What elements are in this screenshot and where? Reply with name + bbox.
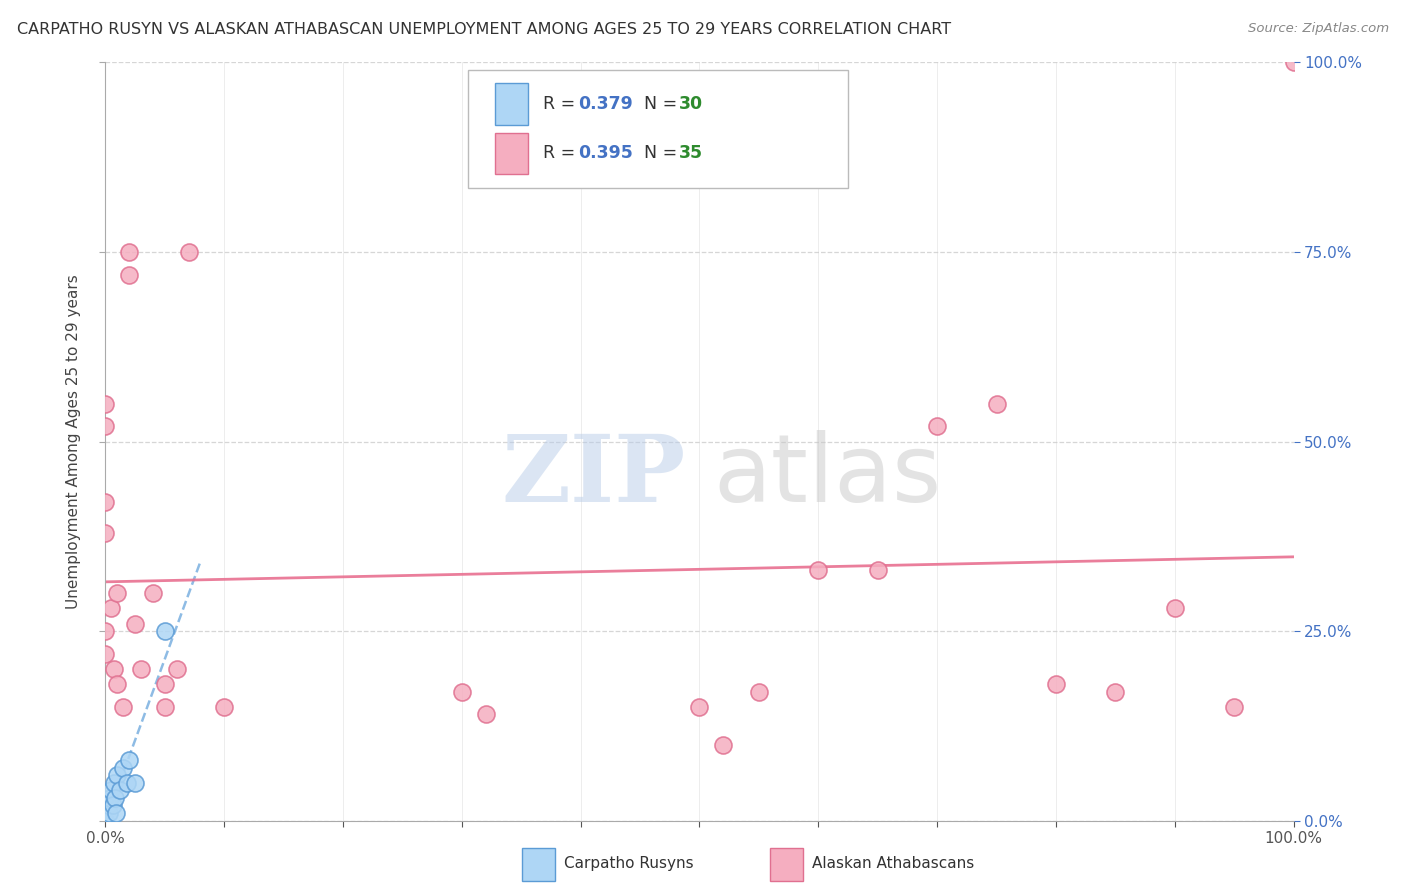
Point [124, 616, 146, 631]
Point [124, 776, 146, 790]
Point [94, 814, 117, 828]
Text: 30: 30 [679, 95, 703, 113]
Point [94, 814, 117, 828]
Point [94, 624, 117, 639]
Point [100, 783, 122, 797]
Point [105, 586, 128, 600]
Point [711, 738, 734, 752]
Text: N =: N = [644, 95, 682, 113]
Point [94, 814, 117, 828]
Point [153, 699, 176, 714]
Point [94, 419, 117, 434]
Point [1104, 685, 1126, 699]
Text: Carpatho Rusyns: Carpatho Rusyns [564, 856, 693, 871]
FancyBboxPatch shape [495, 83, 529, 125]
Text: Source: ZipAtlas.com: Source: ZipAtlas.com [1249, 22, 1389, 36]
Point [105, 677, 128, 691]
Text: 0.379: 0.379 [578, 95, 633, 113]
Point [98, 791, 121, 805]
Point [450, 685, 472, 699]
Point [1164, 601, 1187, 615]
Point [98, 806, 121, 821]
Point [94, 814, 117, 828]
Point [94, 814, 117, 828]
Text: atlas: atlas [714, 430, 942, 522]
Point [94, 814, 117, 828]
Point [94, 814, 117, 828]
Point [94, 495, 117, 509]
Point [1282, 55, 1305, 70]
Text: N =: N = [644, 145, 682, 162]
Point [153, 624, 176, 639]
Point [94, 814, 117, 828]
Text: 35: 35 [679, 145, 703, 162]
Point [118, 268, 141, 282]
Point [925, 419, 948, 434]
Point [101, 798, 124, 813]
Point [94, 814, 117, 828]
Point [103, 776, 125, 790]
Point [689, 699, 711, 714]
Y-axis label: Unemployment Among Ages 25 to 29 years: Unemployment Among Ages 25 to 29 years [66, 274, 82, 609]
Point [129, 662, 152, 676]
Point [94, 814, 117, 828]
FancyBboxPatch shape [522, 848, 554, 880]
Point [474, 707, 496, 722]
Point [108, 783, 131, 797]
Point [94, 647, 117, 661]
Point [94, 814, 117, 828]
Point [94, 396, 117, 410]
Text: ZIP: ZIP [501, 431, 685, 521]
Point [94, 814, 117, 828]
Text: R =: R = [543, 145, 581, 162]
Point [112, 699, 135, 714]
Point [986, 396, 1008, 410]
Point [94, 814, 117, 828]
Point [103, 662, 125, 676]
Text: 0.395: 0.395 [578, 145, 633, 162]
Point [105, 768, 128, 782]
Point [807, 564, 830, 578]
Point [105, 806, 128, 821]
Point [115, 776, 138, 790]
Point [118, 753, 141, 767]
Point [748, 685, 770, 699]
Text: CARPATHO RUSYN VS ALASKAN ATHABASCAN UNEMPLOYMENT AMONG AGES 25 TO 29 YEARS CORR: CARPATHO RUSYN VS ALASKAN ATHABASCAN UNE… [17, 22, 950, 37]
FancyBboxPatch shape [468, 70, 848, 187]
Point [97, 798, 120, 813]
Point [166, 662, 188, 676]
Point [1223, 699, 1246, 714]
FancyBboxPatch shape [770, 848, 803, 880]
Point [214, 699, 236, 714]
Point [153, 677, 176, 691]
Point [142, 586, 165, 600]
Point [94, 814, 117, 828]
Point [94, 814, 117, 828]
Text: Alaskan Athabascans: Alaskan Athabascans [811, 856, 974, 871]
Point [104, 791, 127, 805]
Point [1045, 677, 1067, 691]
Point [100, 601, 122, 615]
Point [94, 525, 117, 540]
Point [112, 760, 135, 774]
FancyBboxPatch shape [495, 133, 529, 174]
Text: R =: R = [543, 95, 581, 113]
Point [118, 244, 141, 259]
Point [866, 564, 889, 578]
Point [177, 244, 200, 259]
